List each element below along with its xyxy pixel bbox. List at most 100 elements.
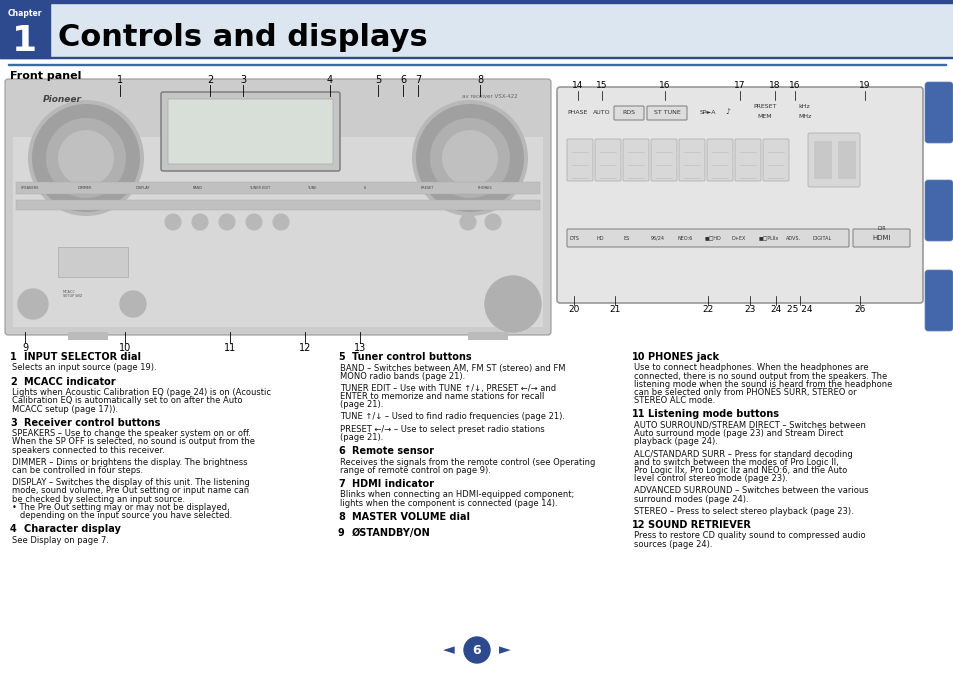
Bar xyxy=(16,200,539,210)
Bar xyxy=(58,247,128,277)
Text: 8: 8 xyxy=(337,512,345,522)
Text: Receiver control buttons: Receiver control buttons xyxy=(24,418,160,428)
Text: DTS: DTS xyxy=(569,235,579,241)
FancyBboxPatch shape xyxy=(566,229,848,247)
Text: Selects an input source (page 19).: Selects an input source (page 19). xyxy=(12,363,156,373)
FancyBboxPatch shape xyxy=(650,139,677,181)
Circle shape xyxy=(18,289,48,319)
FancyBboxPatch shape xyxy=(852,229,909,247)
Text: SP►A: SP►A xyxy=(699,109,716,115)
Text: range of remote control on page 9).: range of remote control on page 9). xyxy=(339,466,491,474)
FancyBboxPatch shape xyxy=(614,106,643,120)
FancyBboxPatch shape xyxy=(161,92,339,171)
Text: Calibration EQ is automatically set to on after the Auto: Calibration EQ is automatically set to o… xyxy=(12,396,242,405)
Text: surround modes (page 24).: surround modes (page 24). xyxy=(634,495,748,503)
Text: ØSTANDBY/ON: ØSTANDBY/ON xyxy=(352,528,431,539)
Text: DISPLAY – Switches the display of this unit. The listening: DISPLAY – Switches the display of this u… xyxy=(12,479,250,487)
Text: MONO radio bands (page 21).: MONO radio bands (page 21). xyxy=(339,371,465,381)
Text: 11: 11 xyxy=(631,410,645,419)
Text: PRESET: PRESET xyxy=(420,186,434,190)
FancyBboxPatch shape xyxy=(734,139,760,181)
Text: BAND: BAND xyxy=(193,186,202,190)
Text: can be selected only from PHONES SURR, STEREO or: can be selected only from PHONES SURR, S… xyxy=(634,388,856,397)
Text: and to switch between the modes of Pro Logic II,: and to switch between the modes of Pro L… xyxy=(634,458,838,467)
Bar xyxy=(0,57,953,58)
Text: 25 24: 25 24 xyxy=(786,305,812,315)
Text: 5: 5 xyxy=(375,75,381,85)
Bar xyxy=(68,332,108,340)
Text: DISPLAY: DISPLAY xyxy=(135,186,150,190)
Bar xyxy=(837,141,855,179)
Text: Use to connect headphones. When the headphones are: Use to connect headphones. When the head… xyxy=(634,363,868,373)
Circle shape xyxy=(46,118,126,198)
Circle shape xyxy=(484,276,540,332)
Text: PHONES: PHONES xyxy=(477,186,492,190)
Text: 6: 6 xyxy=(337,446,344,456)
Text: 21: 21 xyxy=(609,305,620,315)
Text: 6: 6 xyxy=(399,75,406,85)
Text: MCACC
SETUP WIZ: MCACC SETUP WIZ xyxy=(63,290,82,299)
Text: HD: HD xyxy=(597,235,604,241)
Circle shape xyxy=(165,214,181,230)
Text: BAND – Switches between AM, FM ST (stereo) and FM: BAND – Switches between AM, FM ST (stere… xyxy=(339,363,565,373)
Text: 11: 11 xyxy=(224,343,236,353)
Text: ◄: ◄ xyxy=(442,642,455,658)
Text: 18: 18 xyxy=(768,82,780,90)
Text: 20: 20 xyxy=(568,305,579,315)
Text: Auto surround mode (page 23) and Stream Direct: Auto surround mode (page 23) and Stream … xyxy=(634,429,842,438)
Text: Chapter: Chapter xyxy=(8,9,42,18)
Circle shape xyxy=(28,100,144,216)
Text: 8: 8 xyxy=(476,75,482,85)
Text: ADVS.: ADVS. xyxy=(785,235,801,241)
Text: lights when the component is connected (page 14).: lights when the component is connected (… xyxy=(339,499,558,508)
Text: ADVANCED SURROUND – Switches between the various: ADVANCED SURROUND – Switches between the… xyxy=(634,487,868,495)
Circle shape xyxy=(412,100,527,216)
Circle shape xyxy=(430,118,510,198)
FancyBboxPatch shape xyxy=(557,87,923,303)
Text: Controls and displays: Controls and displays xyxy=(58,24,427,53)
Text: 3: 3 xyxy=(240,75,246,85)
Text: RDS: RDS xyxy=(622,109,635,115)
Text: When the SP OFF is selected, no sound is output from the: When the SP OFF is selected, no sound is… xyxy=(12,437,254,446)
Text: Lights when Acoustic Calibration EQ (page 24) is on (Acoustic: Lights when Acoustic Calibration EQ (pag… xyxy=(12,388,271,397)
Text: mode, sound volume, Pre Out setting or input name can: mode, sound volume, Pre Out setting or i… xyxy=(12,487,249,495)
Text: 9: 9 xyxy=(337,528,344,539)
Circle shape xyxy=(484,214,500,230)
Text: sources (page 24).: sources (page 24). xyxy=(634,540,712,549)
Text: 10: 10 xyxy=(631,352,645,362)
FancyBboxPatch shape xyxy=(924,82,952,143)
Text: 24: 24 xyxy=(770,305,781,315)
Text: MHz: MHz xyxy=(797,115,810,119)
FancyBboxPatch shape xyxy=(706,139,732,181)
Text: 5: 5 xyxy=(337,352,344,362)
Text: ■□PLⅡx: ■□PLⅡx xyxy=(759,235,779,241)
Text: MASTER VOLUME dial: MASTER VOLUME dial xyxy=(352,512,470,522)
Text: MEM: MEM xyxy=(757,115,772,119)
FancyBboxPatch shape xyxy=(646,106,686,120)
Text: 2: 2 xyxy=(10,377,17,387)
Circle shape xyxy=(192,214,208,230)
Circle shape xyxy=(441,130,497,186)
Text: 3: 3 xyxy=(10,418,17,428)
Text: connected, there is no sound output from the speakers. The: connected, there is no sound output from… xyxy=(634,371,886,381)
Text: DIMMER – Dims or brightens the display. The brightness: DIMMER – Dims or brightens the display. … xyxy=(12,458,248,467)
Bar xyxy=(13,137,542,327)
Text: playback (page 24).: playback (page 24). xyxy=(634,437,717,446)
Text: ■□HD: ■□HD xyxy=(704,235,721,241)
Text: (page 21).: (page 21). xyxy=(339,400,383,409)
Text: INPUT SELECTOR dial: INPUT SELECTOR dial xyxy=(24,352,141,362)
Text: av receiver VSX-422: av receiver VSX-422 xyxy=(462,94,517,99)
Text: ♪: ♪ xyxy=(725,107,730,117)
Bar xyxy=(16,182,539,194)
Text: 13: 13 xyxy=(354,343,366,353)
Text: Front panel: Front panel xyxy=(10,71,81,81)
Text: TUNER EDIT – Use with TUNE ↑/↓, PRESET ←/→ and: TUNER EDIT – Use with TUNE ↑/↓, PRESET ←… xyxy=(339,384,556,393)
Text: 2: 2 xyxy=(207,75,213,85)
FancyBboxPatch shape xyxy=(924,270,952,331)
Text: 15: 15 xyxy=(596,82,607,90)
Text: Listening mode buttons: Listening mode buttons xyxy=(647,410,779,419)
FancyBboxPatch shape xyxy=(762,139,788,181)
FancyBboxPatch shape xyxy=(595,139,620,181)
Text: kHz: kHz xyxy=(797,104,809,109)
Text: be checked by selecting an input source.: be checked by selecting an input source. xyxy=(12,495,185,503)
